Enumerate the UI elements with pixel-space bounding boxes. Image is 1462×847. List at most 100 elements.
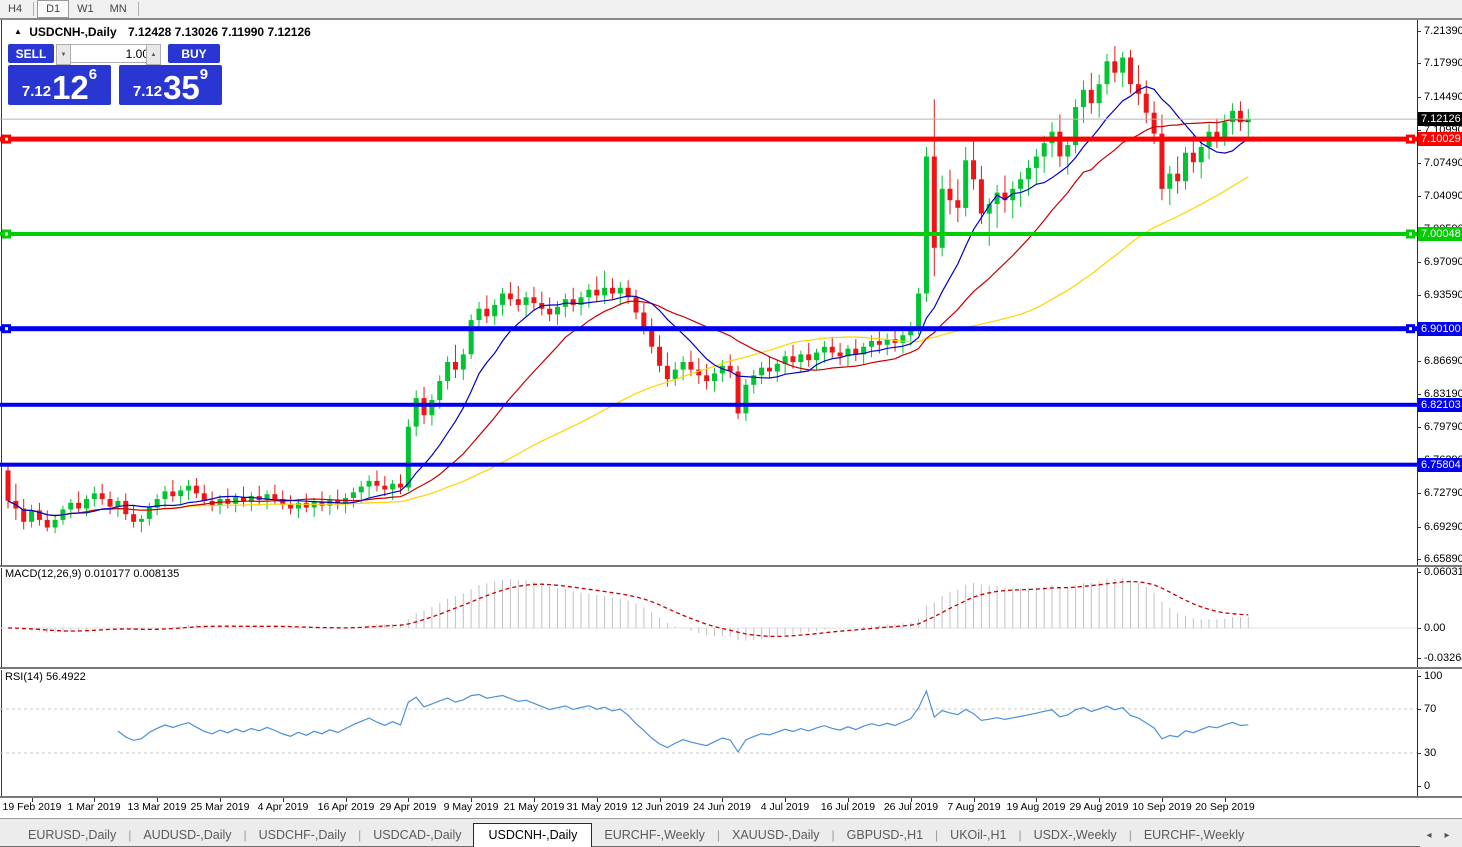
price-tick bbox=[1417, 427, 1421, 428]
tab-usdx-weekly[interactable]: USDX-,Weekly bbox=[1033, 828, 1117, 842]
moving-averages-layer bbox=[7, 86, 1249, 517]
price-tick bbox=[1417, 493, 1421, 494]
hline-price-label: 6.90100 bbox=[1418, 322, 1462, 336]
tab-separator: | bbox=[935, 828, 939, 842]
price-tick bbox=[1417, 295, 1421, 296]
timeframe-button-h4[interactable]: H4 bbox=[8, 3, 23, 15]
hline-6.75804[interactable] bbox=[0, 462, 1417, 467]
price-tick-label: 7.17990 bbox=[1424, 57, 1462, 69]
price-tick bbox=[1417, 130, 1421, 131]
collapse-triangle-icon[interactable]: ▲ bbox=[14, 27, 22, 36]
rsi-tick-label: 100 bbox=[1424, 670, 1443, 682]
date-tick bbox=[785, 798, 786, 802]
tab-usdcad-daily[interactable]: USDCAD-,Daily bbox=[373, 828, 462, 842]
spinner-down-icon: ▼ bbox=[60, 51, 67, 58]
date-tick bbox=[283, 798, 284, 802]
date-tick bbox=[1225, 798, 1226, 802]
date-tick bbox=[911, 798, 912, 802]
volume-input[interactable] bbox=[70, 44, 154, 63]
date-tick bbox=[974, 798, 975, 802]
date-label: 4 Jul 2019 bbox=[760, 801, 810, 813]
hline-price-label: 7.10029 bbox=[1418, 132, 1462, 146]
price-tick-label: 6.79790 bbox=[1424, 421, 1462, 433]
date-label: 29 Apr 2019 bbox=[379, 801, 437, 813]
volume-decrease-button[interactable]: ▼ bbox=[56, 44, 71, 65]
rsi-tick-label: 30 bbox=[1424, 747, 1437, 759]
date-label: 19 Aug 2019 bbox=[1006, 801, 1066, 813]
tab-eurchf-weekly[interactable]: EURCHF-,Weekly bbox=[604, 828, 705, 842]
tab-scroll-left-icon[interactable]: ◂ bbox=[1426, 829, 1432, 841]
tab-eurusd-daily[interactable]: EURUSD-,Daily bbox=[28, 828, 117, 842]
price-tick bbox=[1417, 361, 1421, 362]
hline-objects-layer[interactable] bbox=[0, 134, 1417, 467]
date-tick bbox=[346, 798, 347, 802]
tab-xauusd-daily[interactable]: XAUUSD-,Daily bbox=[732, 828, 820, 842]
tab-separator: | bbox=[128, 828, 132, 842]
tab-separator: | bbox=[358, 828, 362, 842]
price-tick bbox=[1417, 63, 1421, 64]
sell-button[interactable]: SELL bbox=[8, 44, 54, 63]
date-label: 9 May 2019 bbox=[443, 801, 499, 813]
date-label: 25 Mar 2019 bbox=[190, 801, 250, 813]
macd-tick bbox=[1417, 628, 1421, 629]
date-tick bbox=[408, 798, 409, 802]
timeframe-button-w1[interactable]: W1 bbox=[77, 3, 94, 15]
macd-tick-label: 0.00 bbox=[1424, 622, 1446, 634]
rsi-tick bbox=[1417, 709, 1421, 710]
chart-ohlc-values: 7.12428 7.13026 7.11990 7.12126 bbox=[127, 25, 311, 39]
timeframe-button-mn[interactable]: MN bbox=[109, 3, 127, 15]
price-tick-label: 6.72790 bbox=[1424, 487, 1462, 499]
current-price-label: 7.12126 bbox=[1418, 112, 1462, 126]
rsi-tick-label: 70 bbox=[1424, 703, 1437, 715]
macd-label: MACD(12,26,9) 0.010177 0.008135 bbox=[5, 568, 180, 580]
sell-price-small: 7.12 bbox=[21, 83, 52, 100]
date-label: 20 Sep 2019 bbox=[1195, 801, 1255, 813]
date-label: 10 Sep 2019 bbox=[1132, 801, 1192, 813]
date-tick bbox=[220, 798, 221, 802]
macd-tick bbox=[1417, 658, 1421, 659]
macd-tick bbox=[1417, 572, 1421, 573]
tab-usdcnh-daily[interactable]: USDCNH-,Daily bbox=[473, 823, 593, 847]
date-axis[interactable] bbox=[0, 798, 1462, 818]
timeframe-button-d1[interactable]: D1 bbox=[37, 0, 70, 18]
tab-usdchf-daily[interactable]: USDCHF-,Daily bbox=[258, 828, 347, 842]
price-tick-label: 6.86690 bbox=[1424, 355, 1462, 367]
sell-price-box[interactable]: 7.12 12 6 bbox=[8, 65, 111, 105]
tab-separator: | bbox=[831, 828, 835, 842]
buy-button[interactable]: BUY bbox=[168, 44, 220, 63]
price-tick-label: 7.07490 bbox=[1424, 157, 1462, 169]
rsi-panel-separator[interactable] bbox=[0, 667, 1462, 670]
date-tick bbox=[157, 798, 158, 802]
hline-price-label: 7.00048 bbox=[1418, 227, 1462, 241]
price-tick bbox=[1417, 163, 1421, 164]
date-label: 16 Apr 2019 bbox=[317, 801, 375, 813]
hline-7.10029[interactable] bbox=[0, 136, 1417, 142]
date-tick bbox=[1099, 798, 1100, 802]
date-label: 26 Jul 2019 bbox=[883, 801, 939, 813]
date-tick bbox=[1162, 798, 1163, 802]
date-label: 31 May 2019 bbox=[566, 801, 628, 813]
toolbar-separator bbox=[137, 2, 139, 16]
date-tick bbox=[94, 798, 95, 802]
date-label: 12 Jun 2019 bbox=[631, 801, 689, 813]
hline-7.00048[interactable] bbox=[0, 232, 1417, 236]
tab-gbpusd-h1[interactable]: GBPUSD-,H1 bbox=[846, 828, 924, 842]
volume-increase-button[interactable]: ▲ bbox=[146, 44, 161, 65]
tab-eurchf-weekly[interactable]: EURCHF-,Weekly bbox=[1143, 828, 1245, 842]
tab-separator: | bbox=[1128, 828, 1132, 842]
macd-panel-separator[interactable] bbox=[0, 565, 1462, 568]
macd-layer bbox=[7, 578, 1249, 641]
price-tick-label: 6.69290 bbox=[1424, 521, 1462, 533]
price-tick bbox=[1417, 31, 1421, 32]
tab-audusd-daily[interactable]: AUDUSD-,Daily bbox=[143, 828, 232, 842]
macd-tick-label: -0.032648 bbox=[1424, 652, 1462, 664]
buy-price-box[interactable]: 7.12 35 9 bbox=[119, 65, 222, 105]
hline-6.90100[interactable] bbox=[0, 326, 1417, 332]
tab-scroll-right-icon[interactable]: ▸ bbox=[1444, 829, 1450, 841]
tab-ukoil-h1[interactable]: UKOil-,H1 bbox=[950, 828, 1007, 842]
timeframe-toolbar: H4 D1 W1 MN bbox=[0, 0, 1462, 20]
date-tick bbox=[471, 798, 472, 802]
hline-6.82103[interactable] bbox=[0, 402, 1417, 407]
